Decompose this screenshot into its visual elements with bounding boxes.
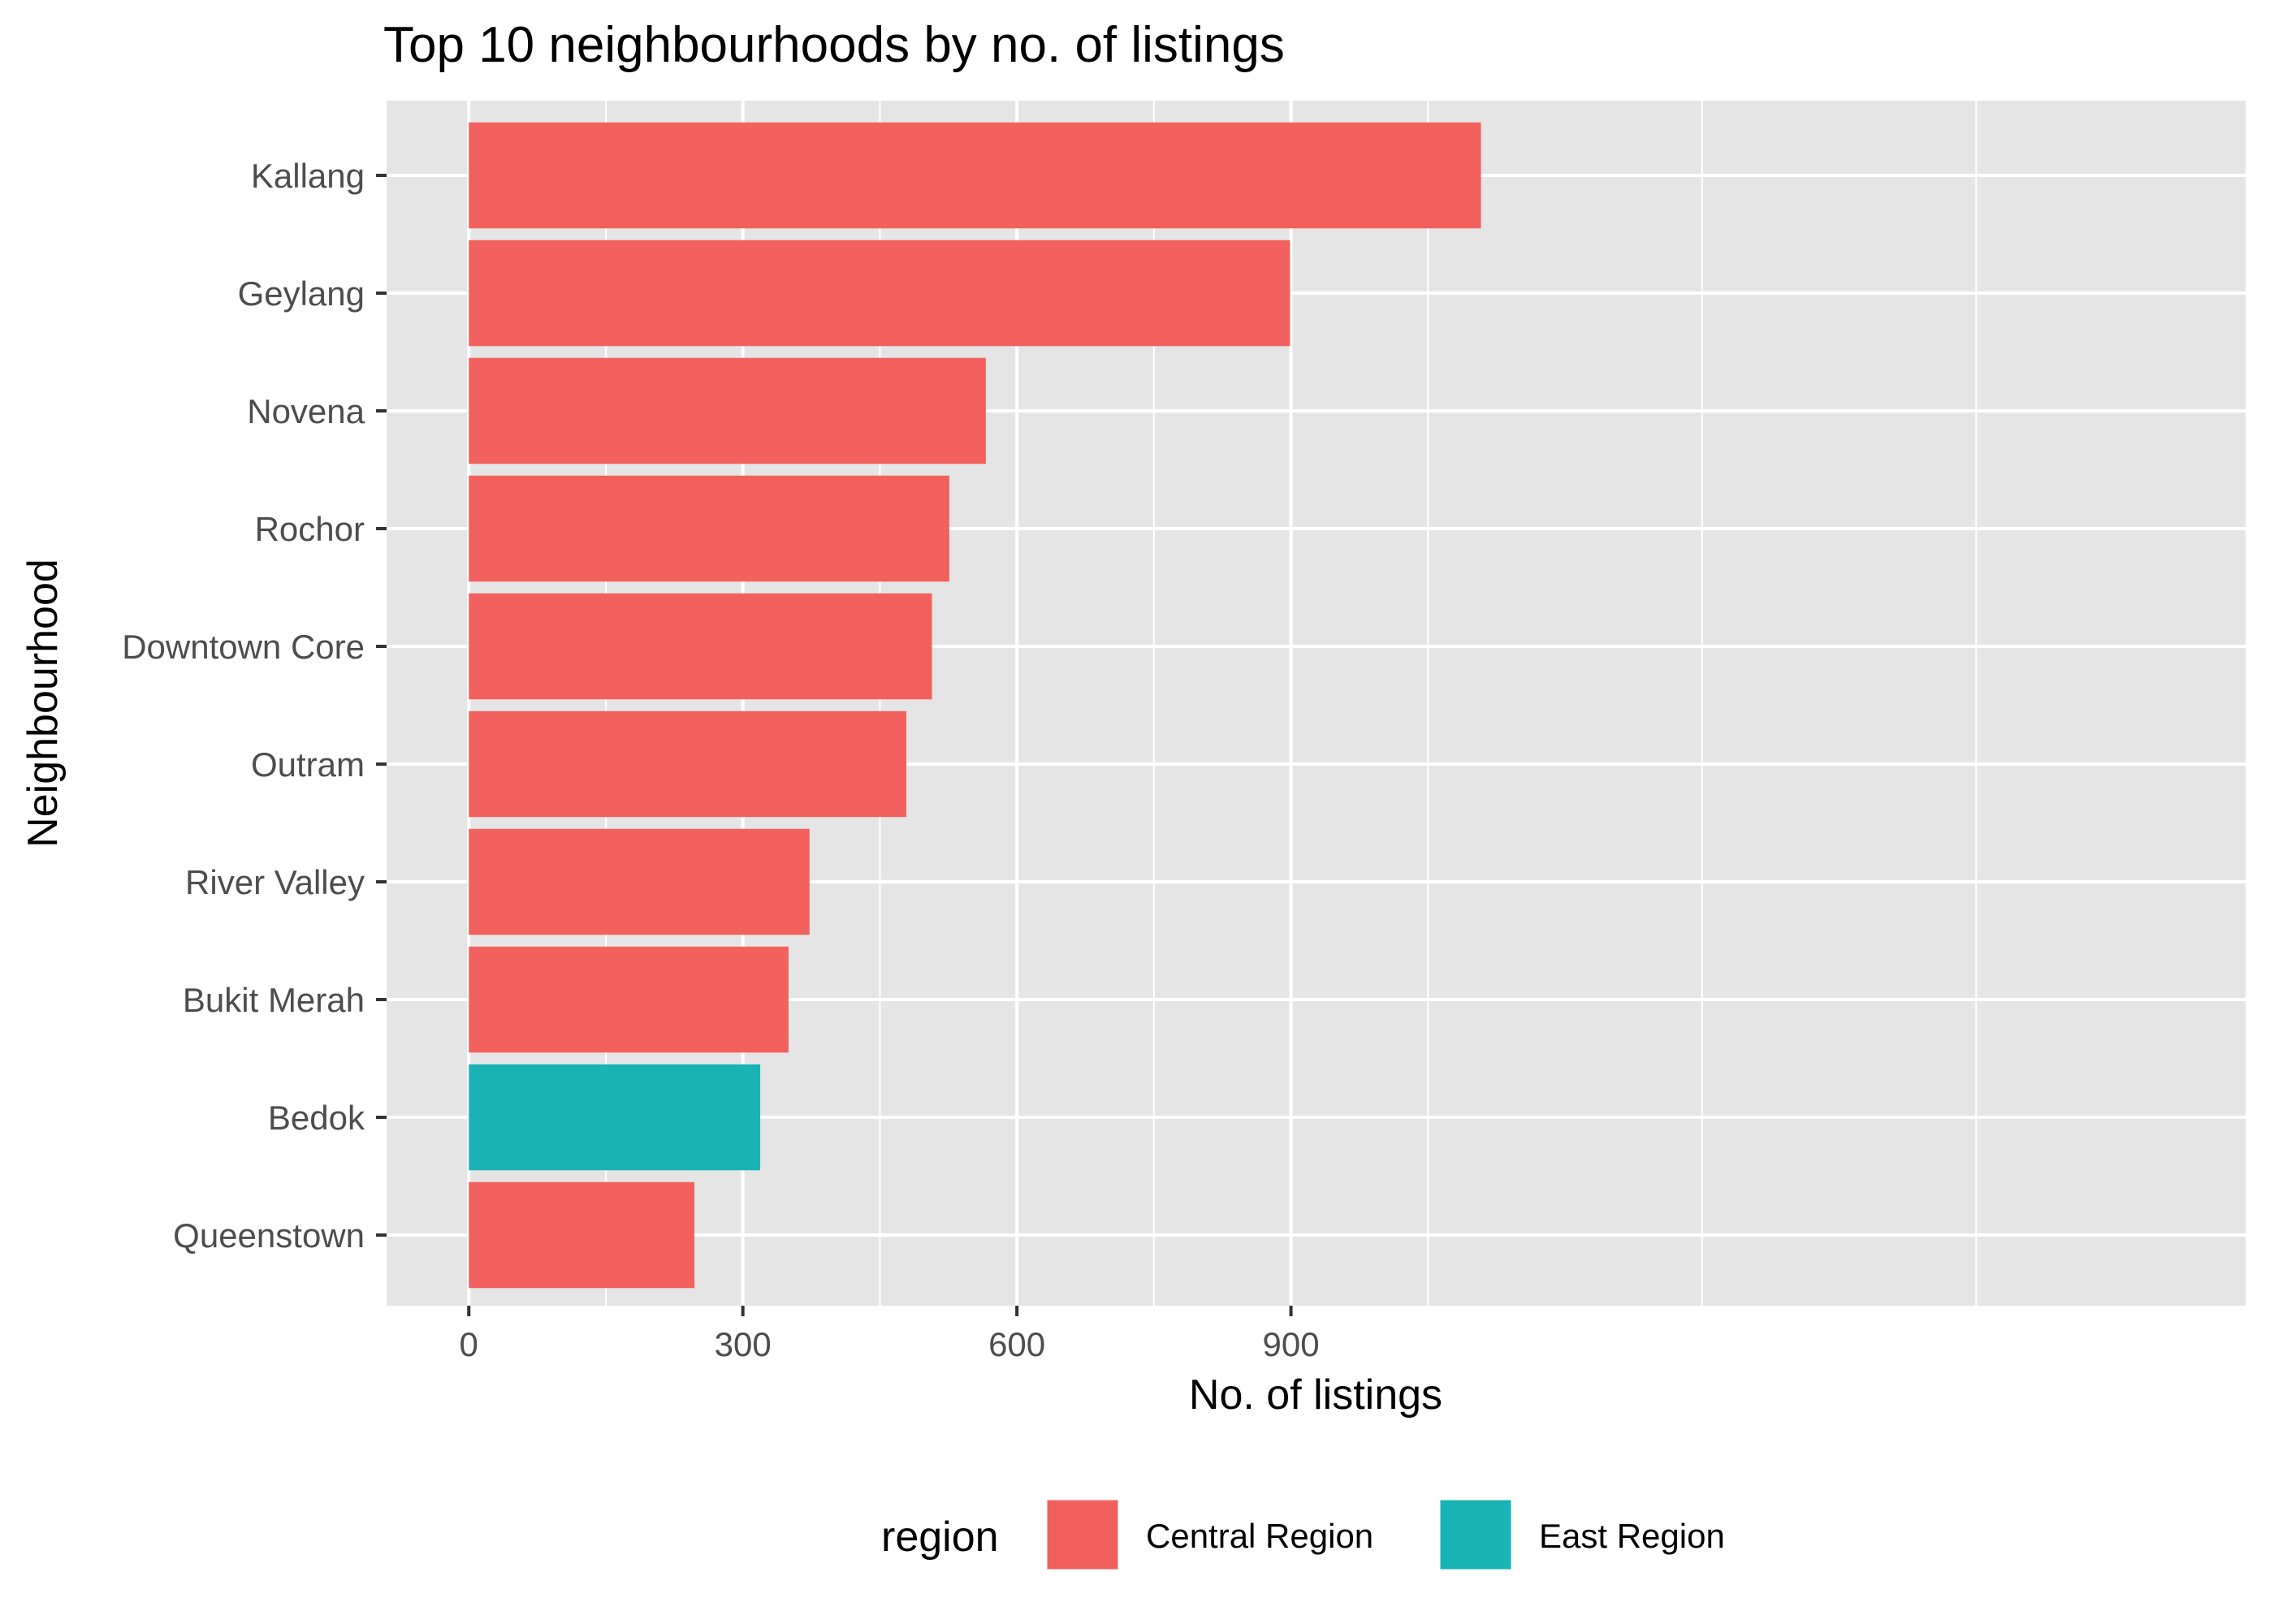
y-axis-title: Neighbourhood: [19, 559, 67, 848]
x-axis-title: No. of listings: [1189, 1371, 1442, 1419]
x-tick-label: 900: [1263, 1325, 1320, 1363]
y-tick-label: Kallang: [251, 157, 365, 195]
x-axis: 0 300 600 900: [460, 1306, 1320, 1363]
legend-label: East Region: [1539, 1517, 1725, 1555]
bar-bedok: [469, 1064, 761, 1171]
y-tick-label: Novena: [247, 392, 365, 430]
y-tick-label: Outram: [251, 745, 365, 784]
legend-key-east-region: [1437, 1497, 1514, 1572]
bar-river-valley: [469, 828, 810, 935]
y-axis: Kallang Geylang Novena Rochor Downtown Core O…: [122, 157, 387, 1255]
y-tick-label: Queenstown: [173, 1216, 365, 1255]
legend: region Central Region East Region: [881, 1497, 1725, 1572]
bars: [469, 122, 1481, 1289]
y-tick-label: Rochor: [255, 510, 365, 548]
legend-title: region: [881, 1514, 999, 1561]
bar-queenstown: [469, 1181, 695, 1289]
x-tick-label: 600: [988, 1325, 1045, 1363]
bar-kallang: [469, 122, 1481, 229]
y-tick-label: Geylang: [238, 274, 365, 313]
chart-title: Top 10 neighbourhoods by no. of listings: [383, 17, 1285, 73]
bar-novena: [469, 357, 986, 464]
bar-geylang: [469, 240, 1290, 347]
y-tick-label: Bukit Merah: [183, 981, 365, 1019]
legend-key-central-region: [1044, 1497, 1121, 1572]
y-tick-label: Downtown Core: [122, 628, 365, 666]
y-tick-label: River Valley: [185, 863, 365, 901]
legend-label: Central Region: [1146, 1517, 1373, 1555]
bar-rochor: [469, 475, 949, 582]
bar-downtown-core: [469, 593, 932, 700]
bar-outram: [469, 710, 907, 818]
x-tick-label: 0: [460, 1325, 478, 1363]
bar-bukit-merah: [469, 946, 789, 1053]
x-tick-label: 300: [715, 1325, 772, 1363]
y-tick-label: Bedok: [268, 1099, 365, 1137]
